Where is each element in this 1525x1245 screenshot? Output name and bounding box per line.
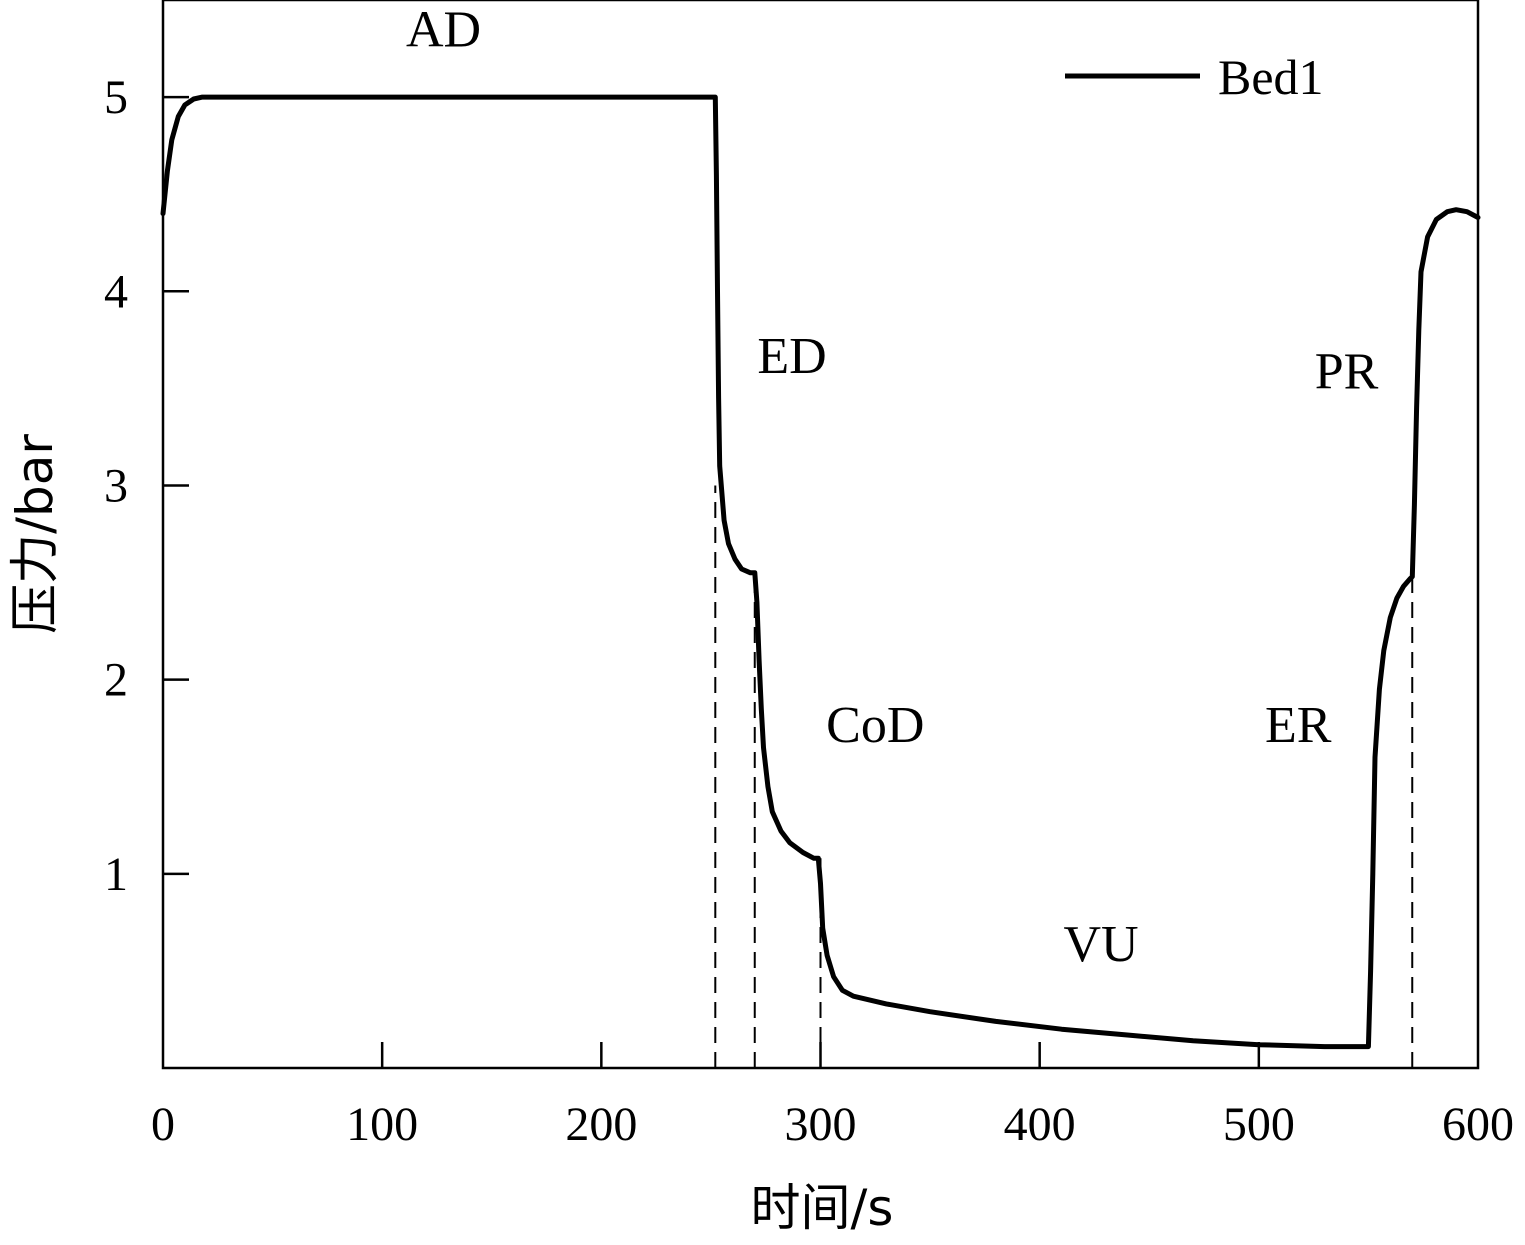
phase-label: ED (757, 328, 826, 385)
phase-label: ER (1265, 697, 1332, 754)
y-tick-label: 5 (104, 71, 128, 124)
x-tick-label: 400 (1004, 1098, 1076, 1151)
y-axis-ticks: 1 2 3 4 5 (104, 71, 189, 901)
legend-label-bed1: Bed1 (1218, 49, 1324, 105)
y-tick-label: 4 (104, 265, 128, 318)
y-axis-title: 压力/bar (6, 434, 64, 634)
x-tick-label: 300 (785, 1098, 857, 1151)
legend: Bed1 (1065, 49, 1324, 105)
phase-label: VU (1063, 916, 1138, 973)
x-tick-label: 600 (1442, 1098, 1514, 1151)
x-tick-label: 200 (565, 1098, 637, 1151)
y-tick-label: 1 (104, 848, 128, 901)
x-axis-ticks: 0 100 200 300 400 500 600 (151, 1042, 1514, 1151)
x-tick-label: 100 (346, 1098, 418, 1151)
series-line-bed1 (160, 94, 1481, 1050)
y-tick-label: 2 (104, 654, 128, 707)
x-tick-label: 0 (151, 1098, 175, 1151)
phase-label: CoD (826, 697, 924, 754)
phase-label: PR (1315, 343, 1379, 400)
y-tick-label: 3 (104, 459, 128, 512)
phase-annotations: AD ED CoD VU PR ER (406, 2, 1379, 974)
phase-label: AD (406, 2, 481, 59)
series-layer (160, 94, 1481, 1050)
x-tick-label: 500 (1223, 1098, 1295, 1151)
x-axis-title: 时间/s (751, 1179, 894, 1237)
reference-lines (714, 485, 1414, 1068)
